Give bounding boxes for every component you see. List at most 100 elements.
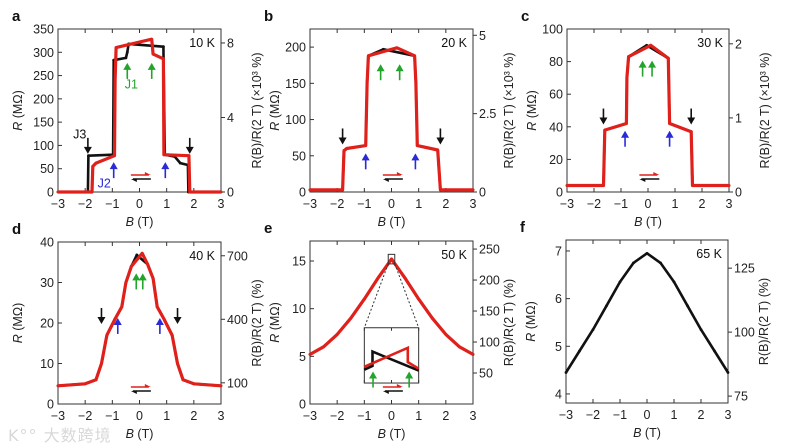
y-tick-label: 150: [33, 116, 54, 130]
data-point: [83, 382, 87, 386]
y-tick-label: 250: [33, 69, 54, 83]
x-axis-unit: (T): [641, 426, 660, 440]
data-point: [188, 190, 192, 194]
temperature-label: 20 K: [441, 36, 467, 50]
data-point: [162, 45, 165, 49]
arrow-head: [185, 146, 194, 154]
data-point: [726, 371, 730, 374]
y-axis-unit: (MΩ): [268, 302, 282, 334]
data-point: [471, 188, 475, 192]
y-axis-label: R (MΩ): [524, 301, 538, 342]
arrow-up-green: [138, 273, 147, 290]
y-axis-var: R: [524, 333, 538, 342]
arrow-down-black: [436, 128, 445, 145]
arrow-down-black: [599, 108, 608, 125]
y-tick-label: 200: [285, 41, 306, 55]
sweep-direction-legend: [639, 172, 660, 182]
x-tick-label: 1: [415, 409, 422, 423]
arrow-down-black: [338, 128, 347, 145]
series-line-red: [57, 251, 222, 388]
panel-letter: e: [264, 220, 272, 237]
y-tick-label: 60: [549, 88, 563, 102]
arrow-head: [648, 60, 657, 68]
x-axis-var: B: [126, 427, 134, 441]
data-point: [162, 57, 165, 61]
arrow-down-black: [97, 308, 106, 324]
y-axis-label: R (MΩ): [268, 302, 282, 343]
sweep-up-arrowhead: [144, 384, 151, 387]
data-point: [151, 52, 155, 56]
x-axis-label: B (T): [126, 427, 154, 441]
y-tick-label: 300: [33, 46, 54, 60]
x-tick-label: 2: [698, 408, 705, 422]
data-point: [138, 40, 141, 44]
data-point: [91, 164, 95, 168]
y-axis-label: R (MΩ): [11, 90, 25, 131]
sweep-direction-legend: [130, 172, 151, 182]
y-axis-unit: (MΩ): [525, 90, 539, 122]
data-point: [602, 184, 605, 187]
x-tick-label: 3: [470, 409, 477, 423]
data-point: [170, 333, 174, 337]
arrow-up-blue: [411, 153, 420, 170]
arrow-down-black: [185, 137, 194, 154]
junction-label: J2: [98, 176, 111, 190]
series-line-red: [310, 46, 473, 192]
data-point: [367, 54, 370, 58]
series-line-black: [57, 253, 222, 388]
y-tick-label: 0: [556, 186, 563, 200]
x-tick-label: 0: [645, 197, 652, 211]
x-tick-label: 3: [470, 197, 477, 211]
arrow-head: [361, 153, 370, 161]
y2-tick-label: 400: [227, 313, 248, 327]
arrow-head: [338, 137, 347, 145]
plot-frame: [309, 28, 474, 193]
data-point: [362, 297, 366, 301]
data-point: [390, 257, 393, 261]
x-tick-label: −2: [330, 197, 344, 211]
y2-tick-label: 0: [479, 186, 486, 200]
junction-label: J1: [125, 78, 138, 92]
y-tick-label: 350: [33, 23, 54, 37]
y-tick-label: 40: [40, 236, 54, 250]
data-point: [176, 362, 179, 365]
y-tick-label: 7: [555, 244, 562, 258]
y2-tick-label: 2.5: [479, 107, 496, 121]
y-tick-label: 30: [40, 276, 54, 290]
sweep-up-arrowhead: [144, 172, 151, 175]
data-point: [150, 37, 154, 41]
sweep-down-arrowhead: [639, 179, 646, 182]
y-tick-label: 20: [40, 317, 54, 331]
arrow-up-green: [648, 60, 657, 77]
data-point: [341, 188, 344, 192]
y2-axis-label: R(B)/R(2 T) (×10³ %): [250, 52, 264, 168]
arrow-head: [83, 146, 92, 154]
y2-tick-label: 100: [734, 326, 755, 340]
data-point: [666, 56, 670, 60]
arrow-head: [687, 117, 696, 125]
y-tick-label: 4: [555, 387, 562, 401]
x-axis-unit: (T): [134, 215, 153, 229]
data-point: [414, 81, 418, 85]
y-tick-label: 100: [285, 113, 306, 127]
y-axis-var: R: [11, 122, 25, 131]
y-tick-label: 0: [299, 186, 306, 200]
plot-frame: [565, 239, 729, 404]
y2-tick-label: 150: [479, 305, 500, 319]
zoom-box: [387, 253, 396, 265]
data-point: [564, 371, 568, 374]
arrow-up-blue: [665, 130, 674, 147]
arrow-head: [97, 317, 106, 324]
y2-tick-label: 0: [227, 186, 234, 200]
data-point: [308, 353, 312, 356]
x-tick-label: 2: [699, 197, 706, 211]
data-point: [129, 264, 133, 268]
data-point: [691, 184, 694, 187]
temperature-label: 65 K: [696, 247, 722, 261]
y-tick-label: 150: [285, 77, 306, 91]
data-point: [308, 188, 312, 192]
arrow-head: [138, 273, 147, 281]
data-point: [56, 190, 60, 194]
